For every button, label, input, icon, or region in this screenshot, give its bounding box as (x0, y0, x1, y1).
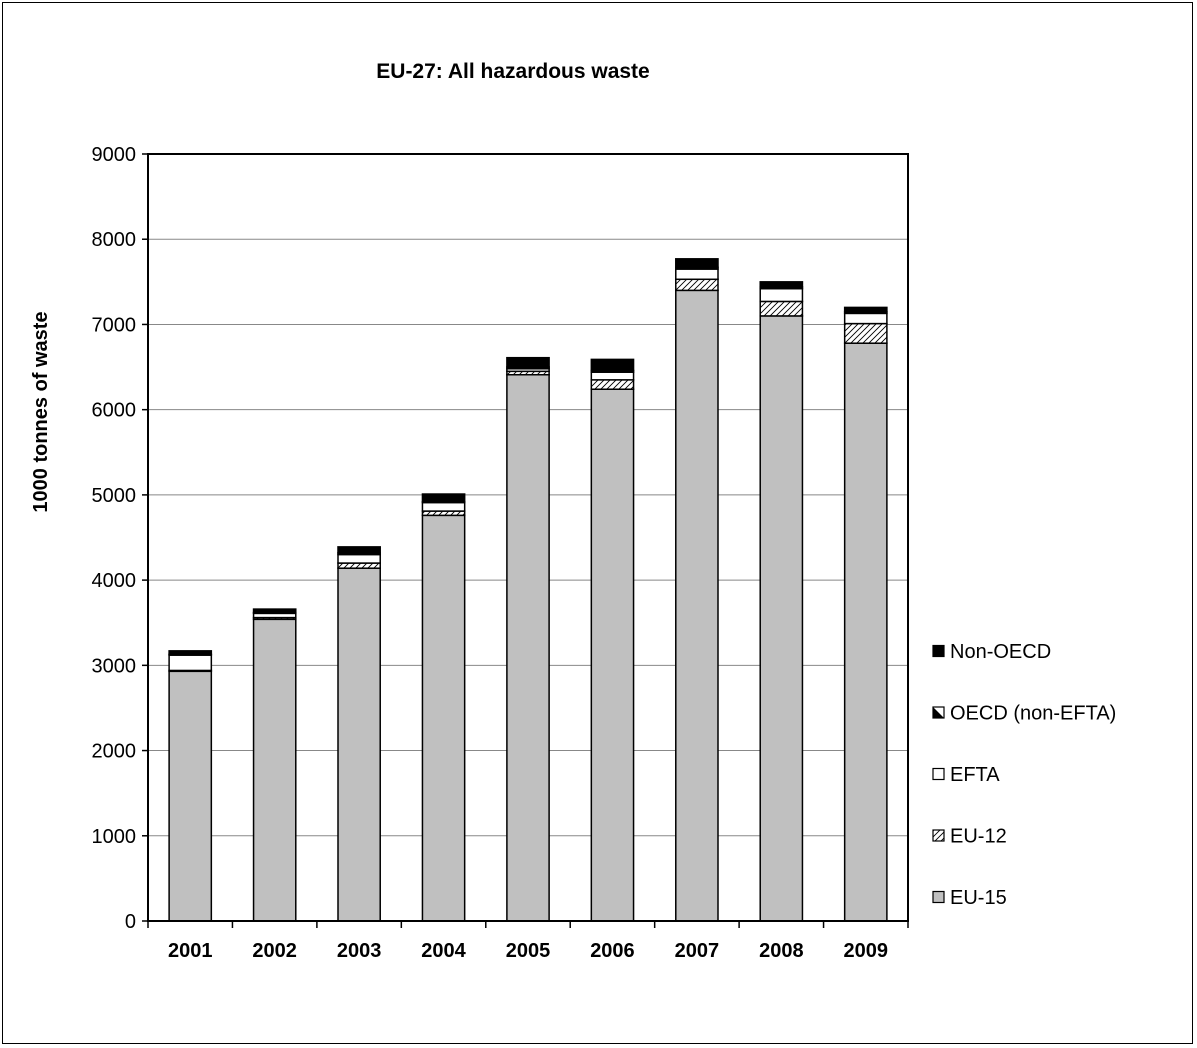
bar-segment-eu-12-2008 (759, 300, 804, 317)
bar-segment-efta-2003 (337, 553, 381, 564)
x-tick-label: 2002 (252, 940, 297, 962)
bar-segment-non-oecd-2004 (421, 493, 466, 503)
legend-label: EFTA (950, 764, 1000, 786)
bar-segment-efta-2009 (843, 312, 888, 325)
legend-item: EU-15 (932, 887, 1007, 909)
bar-segment-non-oecd-2001 (168, 650, 213, 656)
bar-segment-eu-15-2009 (843, 342, 888, 922)
x-tick-label: 2009 (844, 940, 889, 962)
y-tick-label: 3000 (92, 655, 137, 677)
x-tick-labels: 2001 2002 2003 2004 2005 2006 2007 2008 2009 (168, 940, 888, 962)
bar-segment-eu-12-2007 (675, 278, 719, 292)
y-tick-label: 9000 (92, 144, 137, 166)
bar-segment-eu-15-2001 (168, 670, 213, 922)
x-tick-label: 2008 (759, 940, 804, 962)
y-axis-label: 1000 tonnes of waste (30, 311, 52, 512)
y-tick-labels: 0 1000 2000 3000 4000 5000 6000 7000 8000 9000 (92, 144, 137, 933)
y-tick-label: 4000 (92, 570, 137, 592)
bar-segment-non-oecd-2003 (337, 546, 381, 554)
legend-swatch-fill (933, 707, 944, 718)
legend-item: EFTA (932, 764, 1000, 786)
legend-label: EU-15 (950, 887, 1007, 909)
y-tick-label: 7000 (92, 314, 137, 336)
bar-segment-non-oecd-2005 (506, 356, 550, 368)
bars (168, 258, 888, 922)
bar-segment-efta-2008 (759, 287, 804, 303)
bar-segment-efta-2004 (421, 501, 466, 512)
x-tick-label: 2003 (337, 940, 382, 962)
x-tick-label: 2005 (506, 940, 551, 962)
bar-segment-eu-15-2008 (759, 315, 804, 922)
y-tick-label: 6000 (92, 400, 137, 422)
legend-label: OECD (non-EFTA) (950, 703, 1116, 725)
bar-segment-efta-2006 (590, 371, 635, 381)
x-tick-label: 2004 (421, 940, 466, 962)
bar-segment-eu-12-2006 (590, 379, 635, 390)
x-tick-label: 2006 (590, 940, 635, 962)
legend-item: Non-OECD (932, 641, 1051, 663)
legend-label: Non-OECD (950, 641, 1051, 663)
legend-item: EU-12 (932, 826, 1007, 848)
legend-swatch (932, 829, 945, 842)
plot-area-border (147, 153, 909, 922)
bar-segment-non-oecd-2009 (843, 306, 888, 313)
bar-segment-eu-12-2009 (843, 322, 888, 344)
y-tick-label: 5000 (92, 485, 137, 507)
bar-segment-non-oecd-2007 (675, 258, 719, 269)
legend-swatch (932, 644, 945, 658)
y-tick-label: 0 (125, 911, 136, 933)
legend-swatch (932, 890, 945, 904)
chart-title: EU-27: All hazardous waste (376, 60, 649, 83)
bar-segment-non-oecd-2002 (252, 608, 297, 614)
axes (142, 153, 909, 928)
legend: Non-OECD OECD (non-EFTA) EFTA EU-12 EU-15 (932, 641, 1116, 909)
y-tick-label: 1000 (92, 826, 137, 848)
bar-segment-efta-2001 (168, 654, 213, 672)
x-tick-label: 2007 (675, 940, 720, 962)
bar-segment-efta-2007 (675, 268, 719, 281)
bar-segment-eu-15-2002 (252, 618, 297, 922)
x-tick-label: 2001 (168, 940, 213, 962)
y-tick-label: 2000 (92, 741, 137, 763)
bar-segment-non-oecd-2006 (590, 358, 635, 372)
legend-item: OECD (non-EFTA) (932, 703, 1116, 725)
bar-segment-eu-15-2005 (506, 373, 550, 922)
bar-segment-eu-15-2004 (421, 514, 466, 922)
bar-segment-eu-15-2006 (590, 388, 635, 922)
legend-swatch (932, 767, 945, 781)
bar-segment-non-oecd-2008 (759, 281, 804, 288)
bar-segment-eu-15-2003 (337, 567, 381, 922)
y-tick-label: 8000 (92, 229, 137, 251)
bar-segment-eu-12-2003 (337, 562, 381, 569)
bar-segment-eu-15-2007 (675, 289, 719, 922)
legend-label: EU-12 (950, 826, 1007, 848)
